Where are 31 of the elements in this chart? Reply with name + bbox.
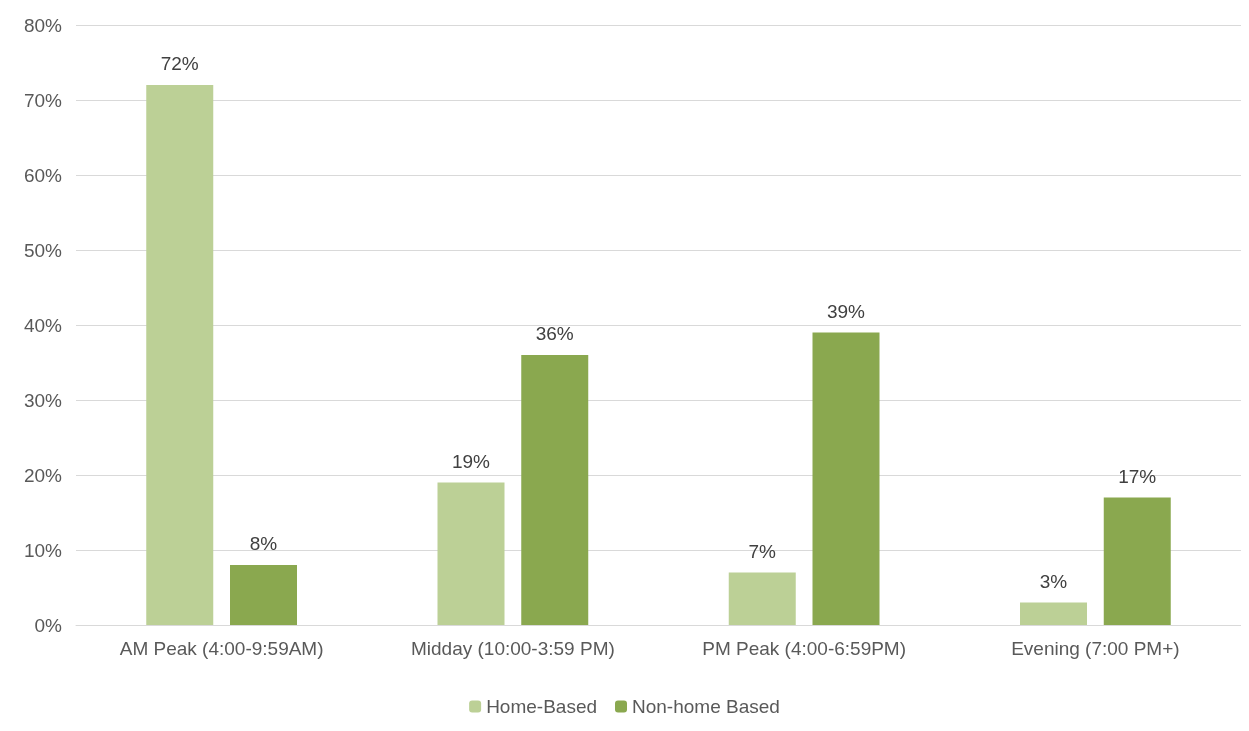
- y-tick-label: 60%: [23, 164, 63, 186]
- data-label: 36%: [535, 323, 574, 344]
- bar: [437, 482, 505, 625]
- bar: [230, 565, 297, 625]
- x-tick-label: PM Peak (4:00-6:59PM): [702, 638, 907, 659]
- data-label: 17%: [1118, 465, 1157, 487]
- y-tick-label: 70%: [23, 89, 63, 111]
- data-label: 39%: [826, 300, 866, 322]
- data-label: 19%: [451, 450, 491, 472]
- data-label: 72%: [160, 53, 199, 74]
- bar: [1103, 497, 1171, 625]
- bar: [728, 572, 796, 625]
- x-tick-label: Midday (10:00-3:59 PM): [410, 638, 615, 659]
- x-tick-label: Evening (7:00 PM+): [1011, 638, 1180, 659]
- y-tick-label: 40%: [23, 314, 63, 336]
- y-tick-label: 20%: [23, 464, 63, 486]
- legend-label: Non-home Based: [632, 696, 780, 717]
- y-tick-label: 0%: [34, 614, 63, 636]
- data-label: 8%: [249, 533, 278, 554]
- bar: [1020, 602, 1087, 625]
- y-tick-label: 30%: [23, 389, 63, 411]
- y-tick-label: 50%: [23, 239, 63, 261]
- y-tick-label: 10%: [23, 539, 63, 561]
- x-tick-label: AM Peak (4:00-9:59AM): [119, 638, 324, 659]
- bar: [521, 355, 589, 625]
- legend-label: Home-Based: [486, 696, 598, 717]
- data-label: 7%: [748, 540, 777, 562]
- y-tick-label: 80%: [23, 14, 63, 36]
- data-label: 3%: [1039, 570, 1068, 592]
- bar: [812, 332, 880, 625]
- bar: [146, 85, 214, 625]
